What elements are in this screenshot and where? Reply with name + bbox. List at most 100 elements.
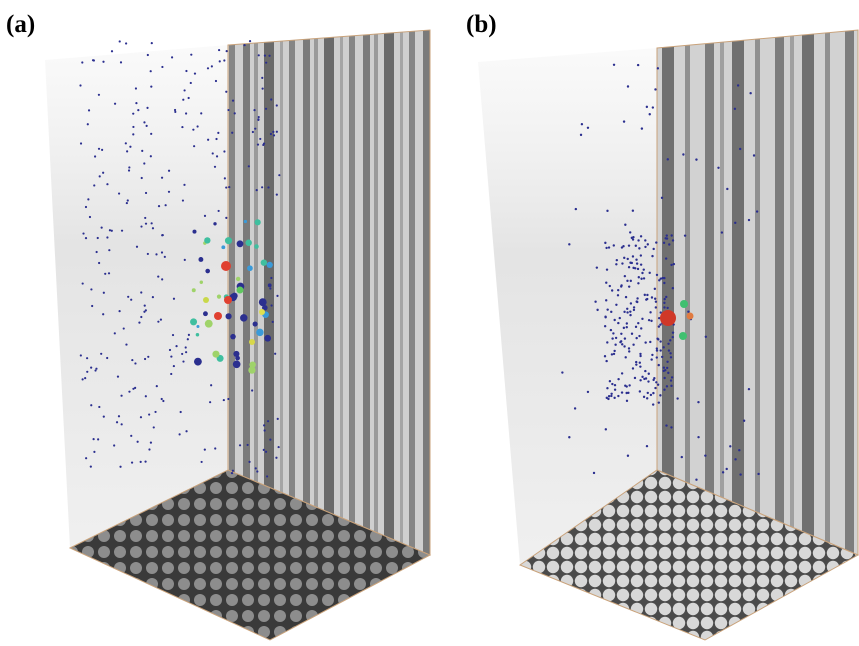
- defect-dot: [144, 309, 147, 312]
- defect-dot: [649, 311, 652, 314]
- defect-dot: [149, 155, 152, 158]
- defect-dot: [669, 339, 672, 342]
- defect-dot: [175, 345, 178, 348]
- defect-dot: [86, 123, 89, 126]
- defect-dot: [656, 383, 660, 386]
- defect-dot: [269, 438, 272, 441]
- defect-dot: [231, 292, 238, 300]
- defect-dot: [669, 379, 673, 382]
- defect-dot: [260, 259, 268, 266]
- defect-dot: [178, 433, 181, 436]
- defect-dot: [233, 350, 240, 357]
- defect-dot: [649, 340, 652, 344]
- defect-dot: [662, 346, 665, 349]
- defect-dot: [654, 386, 657, 390]
- defect-dot: [639, 352, 642, 356]
- defect-dot: [667, 371, 670, 375]
- defect-dot: [79, 354, 82, 357]
- defect-dot: [606, 341, 609, 344]
- defect-dot: [629, 279, 632, 283]
- defect-dot: [625, 322, 629, 325]
- defect-dot: [108, 229, 112, 232]
- defect-dot: [263, 54, 267, 57]
- defect-dot: [624, 223, 627, 226]
- defect-dot: [172, 297, 176, 300]
- defect-dot: [192, 128, 195, 131]
- defect-dot: [102, 60, 105, 63]
- defect-dot: [93, 184, 96, 187]
- defect-dot: [645, 444, 649, 448]
- defect-dot: [668, 243, 671, 246]
- defect-dot: [610, 289, 614, 292]
- defect-dot: [217, 131, 220, 134]
- defect-dot: [149, 441, 153, 444]
- defect-dot: [143, 121, 146, 124]
- defect-dot: [254, 127, 257, 130]
- defect-dot: [655, 347, 659, 350]
- defect-dot: [687, 310, 690, 313]
- defect-dot: [120, 394, 123, 397]
- defect-dot: [81, 61, 84, 64]
- defect-dot: [214, 79, 218, 83]
- defect-dot: [625, 399, 629, 403]
- defect-dot: [225, 186, 228, 189]
- defect-dot: [256, 143, 260, 146]
- defect-dot: [671, 287, 675, 290]
- defect-dot: [657, 363, 660, 367]
- defect-dot: [131, 358, 134, 362]
- defect-dot: [257, 54, 260, 57]
- defect-dot: [118, 309, 121, 313]
- defect-dot: [651, 353, 654, 357]
- defect-dot: [626, 279, 629, 283]
- defect-dot: [749, 92, 752, 95]
- defect-dot: [194, 357, 202, 366]
- defect-dot: [225, 313, 232, 320]
- defect-dot: [100, 226, 103, 229]
- defect-dot: [641, 271, 644, 275]
- defect-dot: [214, 447, 217, 450]
- defect-dot: [620, 372, 624, 375]
- defect-dot: [225, 216, 228, 219]
- panel-b: (b): [466, 11, 859, 641]
- defect-dot: [193, 72, 197, 75]
- defect-dot: [663, 376, 666, 380]
- defect-dot: [203, 311, 208, 317]
- defect-dot: [224, 296, 232, 304]
- defect-dot: [223, 150, 226, 153]
- defect-dot: [613, 388, 617, 391]
- defect-dot: [612, 63, 616, 67]
- defect-dot: [633, 376, 637, 380]
- defect-dot: [228, 185, 231, 189]
- defect-dot: [268, 54, 271, 57]
- defect-dot: [739, 473, 742, 476]
- defect-dot: [195, 332, 200, 337]
- floor: [68, 469, 432, 641]
- defect-dot: [606, 209, 609, 213]
- defect-dot: [278, 174, 281, 177]
- defect-dot: [734, 458, 737, 461]
- defect-dot: [645, 298, 648, 301]
- defects: [561, 63, 760, 481]
- defect-dot: [671, 239, 675, 242]
- defect-dot: [635, 258, 638, 261]
- defect-dot: [264, 450, 268, 453]
- defect-dot: [620, 284, 623, 287]
- floor: [518, 469, 859, 641]
- defect-dot: [672, 262, 676, 266]
- defect-dot: [196, 324, 200, 329]
- defect-dot: [605, 396, 608, 400]
- defect-dot: [146, 53, 149, 57]
- defect-dot: [221, 245, 226, 250]
- defect-dot: [200, 112, 203, 115]
- defect-dot: [662, 366, 666, 369]
- defect-dot: [81, 378, 84, 381]
- defect-dot: [191, 288, 196, 293]
- panel-a: (a): [6, 11, 432, 641]
- defect-dot: [721, 471, 725, 474]
- defect-dot: [230, 472, 234, 475]
- defect-dot: [630, 236, 634, 240]
- defect-dot: [655, 349, 659, 352]
- defect-dot: [93, 450, 96, 453]
- defect-dot: [592, 471, 596, 475]
- back-wall: [227, 29, 431, 556]
